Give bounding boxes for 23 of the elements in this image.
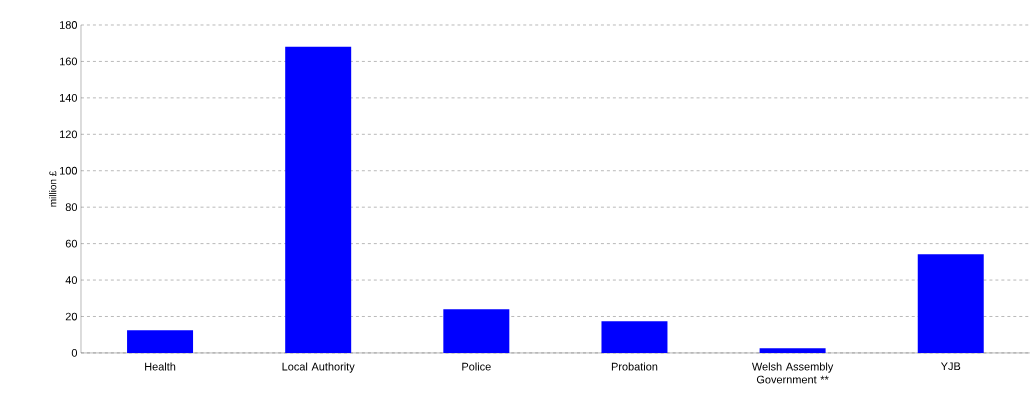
bar: [917, 254, 984, 353]
y-tick-label: 40: [65, 276, 78, 284]
x-tick-label: Probation: [611, 362, 658, 371]
y-tick-label: 100: [60, 166, 78, 175]
y-tick-label: 20: [65, 312, 78, 321]
y-tick-label: 80: [65, 203, 78, 212]
x-tick-label: Health: [145, 362, 176, 371]
y-axis-title: million £: [49, 170, 57, 207]
bar: [443, 309, 510, 353]
y-tick-label: 120: [60, 130, 78, 139]
x-tick-label: Local Authority: [282, 362, 355, 373]
x-tick-label: Welsh Assembly Government **: [751, 362, 834, 384]
x-tick-label: YJB: [940, 362, 961, 371]
bar: [285, 46, 352, 353]
y-tick-label: 0: [71, 349, 78, 357]
bar: [759, 348, 826, 353]
bar: [601, 321, 668, 353]
y-tick-label: 60: [65, 239, 78, 248]
y-tick-label: 180: [60, 21, 78, 29]
bar: [127, 330, 194, 353]
y-tick-label: 160: [60, 57, 78, 66]
y-tick-label: 140: [60, 94, 78, 102]
x-tick-label: Police: [462, 362, 491, 371]
